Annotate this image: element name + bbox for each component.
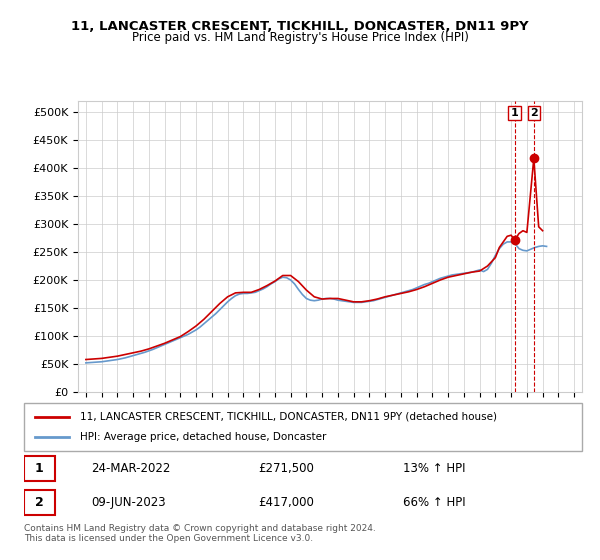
Text: Contains HM Land Registry data © Crown copyright and database right 2024.
This d: Contains HM Land Registry data © Crown c… xyxy=(24,524,376,543)
Text: 13% ↑ HPI: 13% ↑ HPI xyxy=(403,462,466,475)
Text: 11, LANCASTER CRESCENT, TICKHILL, DONCASTER, DN11 9PY (detached house): 11, LANCASTER CRESCENT, TICKHILL, DONCAS… xyxy=(80,412,497,422)
FancyBboxPatch shape xyxy=(24,403,582,451)
FancyBboxPatch shape xyxy=(24,456,55,480)
Text: 1: 1 xyxy=(511,108,518,118)
Text: £271,500: £271,500 xyxy=(259,462,314,475)
Text: 2: 2 xyxy=(35,496,43,509)
FancyBboxPatch shape xyxy=(24,491,55,515)
Text: 24-MAR-2022: 24-MAR-2022 xyxy=(91,462,170,475)
Text: 2: 2 xyxy=(530,108,538,118)
Text: 1: 1 xyxy=(35,462,43,475)
Text: 11, LANCASTER CRESCENT, TICKHILL, DONCASTER, DN11 9PY: 11, LANCASTER CRESCENT, TICKHILL, DONCAS… xyxy=(71,20,529,32)
Text: Price paid vs. HM Land Registry's House Price Index (HPI): Price paid vs. HM Land Registry's House … xyxy=(131,31,469,44)
Text: 09-JUN-2023: 09-JUN-2023 xyxy=(91,496,166,509)
Text: 66% ↑ HPI: 66% ↑ HPI xyxy=(403,496,466,509)
Text: HPI: Average price, detached house, Doncaster: HPI: Average price, detached house, Donc… xyxy=(80,432,326,442)
Text: £417,000: £417,000 xyxy=(259,496,314,509)
